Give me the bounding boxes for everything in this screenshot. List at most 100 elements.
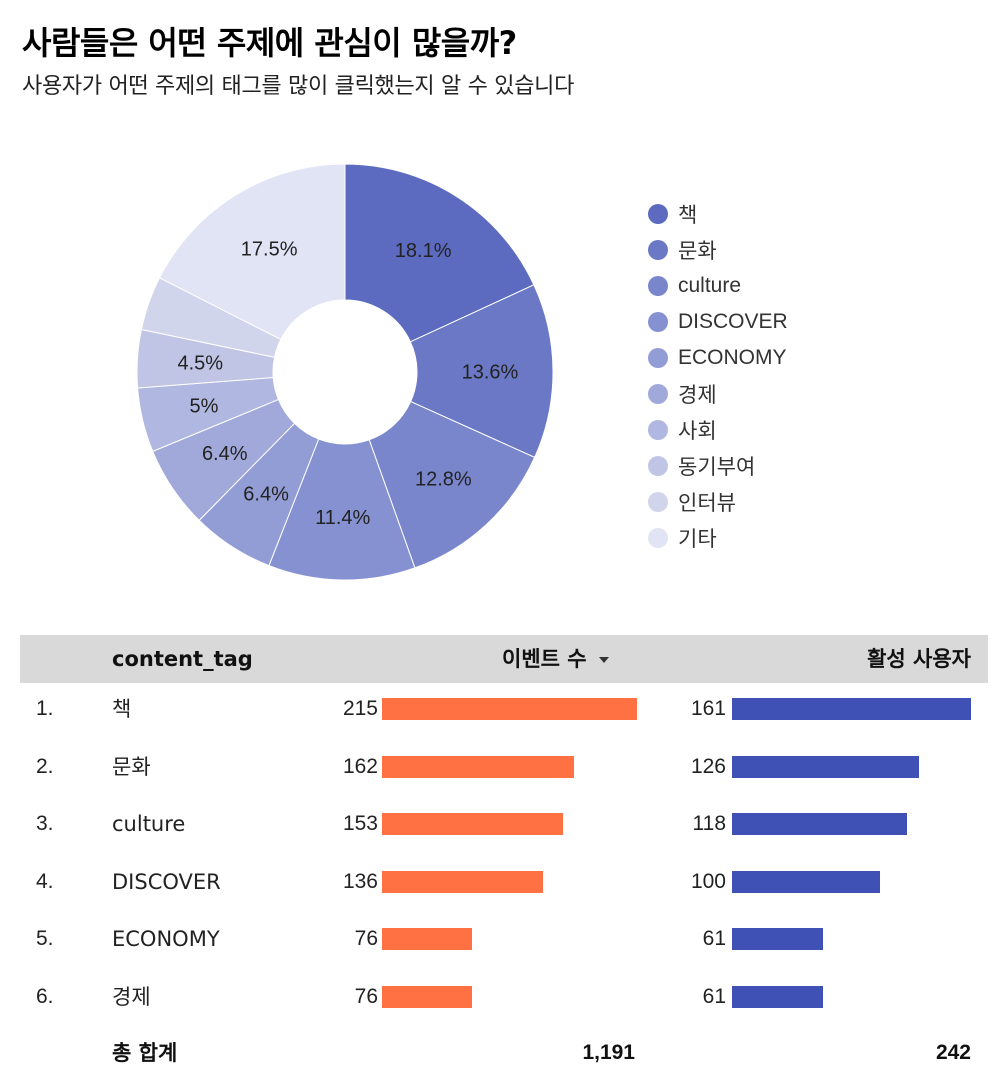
chart-title: 사람들은 어떤 주제에 관심이 많을까?	[22, 24, 517, 62]
events-bar	[382, 813, 564, 835]
total-row: 총 합계 1,191 242	[20, 1028, 988, 1078]
legend-item[interactable]: DISCOVER	[648, 304, 788, 340]
row-rank: 4.	[36, 869, 54, 893]
events-bar	[382, 985, 473, 1008]
pie-slice-label: 4.5%	[178, 353, 224, 375]
row-events-value: 162	[342, 754, 378, 778]
pie-slice-label: 12.8%	[415, 469, 472, 491]
row-tag: culture	[112, 812, 186, 836]
legend-item[interactable]: 사회	[648, 412, 788, 448]
donut-chart: 18.1% 13.6% 12.8% 11.4% 6.4% 6.4% 5% 4.5% 17.5%	[136, 163, 554, 581]
row-tag: 문화	[112, 754, 151, 779]
row-events-value: 76	[354, 927, 378, 950]
legend-swatch	[648, 420, 668, 440]
chart-subtitle: 사용자가 어떤 주제의 태그를 많이 클릭했는지 알 수 있습니다	[22, 74, 575, 99]
header-events[interactable]: 이벤트 수	[502, 635, 609, 683]
legend-swatch	[648, 348, 668, 368]
legend-item[interactable]: 인터뷰	[648, 484, 788, 520]
legend-label: culture	[678, 274, 742, 297]
pie-slice-label: 11.4%	[315, 507, 370, 529]
legend-label: 책	[678, 204, 698, 227]
pie-slice-label: 6.4%	[243, 484, 289, 506]
header-content-tag[interactable]: content_tag	[112, 647, 253, 671]
total-events: 1,191	[582, 1041, 635, 1064]
users-bar	[732, 698, 971, 720]
table-row[interactable]: 2. 문화 162 126	[20, 741, 988, 799]
row-users-value: 118	[692, 812, 726, 835]
legend-label: 인터뷰	[678, 492, 736, 515]
row-rank: 6.	[36, 984, 54, 1008]
legend-item[interactable]: 문화	[648, 232, 788, 268]
row-users-value: 61	[702, 984, 726, 1008]
row-rank: 5.	[36, 927, 54, 950]
legend-label: 동기부여	[678, 456, 756, 479]
legend-label: ECONOMY	[678, 346, 787, 369]
legend-label: 기타	[678, 528, 717, 551]
legend-item[interactable]: culture	[648, 268, 788, 304]
users-bar	[732, 755, 920, 778]
row-tag: ECONOMY	[112, 927, 220, 951]
legend-label: 경제	[678, 384, 717, 407]
users-bar	[732, 985, 823, 1008]
tag-table: content_tag 이벤트 수 활성 사용자 1. 책 215 161 2. 문화 16…	[20, 635, 988, 1078]
legend-item[interactable]: 경제	[648, 376, 788, 412]
legend-label: 문화	[678, 240, 717, 263]
row-tag: 책	[112, 697, 132, 721]
table-row[interactable]: 5. ECONOMY 76 61	[20, 913, 988, 971]
legend-item[interactable]: 책	[648, 196, 788, 232]
sort-desc-icon[interactable]	[598, 657, 609, 663]
legend-swatch	[648, 240, 668, 260]
legend-swatch	[648, 492, 668, 512]
legend-swatch	[648, 528, 668, 548]
events-bar	[382, 870, 544, 893]
pie-slice-label: 13.6%	[462, 361, 519, 383]
total-label: 총 합계	[112, 1041, 178, 1065]
table-row[interactable]: 4. DISCOVER 136 100	[20, 856, 988, 914]
row-tag: DISCOVER	[112, 869, 221, 894]
row-users-value: 100	[690, 869, 726, 893]
legend-swatch	[648, 384, 668, 404]
legend-item[interactable]: 기타	[648, 520, 788, 556]
legend-label: DISCOVER	[678, 310, 788, 333]
pie-slice-DISCOVER[interactable]	[268, 438, 416, 581]
total-users: 242	[935, 1041, 971, 1064]
table-header: content_tag 이벤트 수 활성 사용자	[20, 635, 988, 683]
users-bar	[732, 870, 881, 893]
pie-slice-기타[interactable]	[158, 163, 346, 341]
legend-swatch	[648, 456, 668, 476]
pie-slice-culture[interactable]	[368, 400, 536, 569]
users-bar	[732, 813, 908, 835]
row-rank: 3.	[36, 812, 54, 835]
table-row[interactable]: 6. 경제 76 61	[20, 971, 988, 1029]
row-events-value: 153	[342, 812, 378, 835]
pie-slice-label: 5%	[190, 396, 219, 418]
table-body: 1. 책 215 161 2. 문화 162 126 3. culture 153 118 4. DISC…	[20, 683, 988, 1028]
pie-slice-책[interactable]	[344, 163, 535, 343]
table-row[interactable]: 3. culture 153 118	[20, 798, 988, 856]
legend-swatch	[648, 276, 668, 296]
legend-item[interactable]: 동기부여	[648, 448, 788, 484]
header-active-users[interactable]: 활성 사용자	[867, 647, 971, 671]
row-rank: 2.	[36, 754, 54, 778]
row-tag: 경제	[112, 984, 151, 1009]
row-users-value: 161	[690, 697, 726, 720]
row-users-value: 126	[690, 754, 726, 778]
row-events-value: 136	[342, 869, 378, 893]
row-rank: 1.	[36, 697, 54, 720]
events-bar	[382, 755, 575, 778]
legend-swatch	[648, 312, 668, 332]
table-row[interactable]: 1. 책 215 161	[20, 683, 988, 741]
legend-label: 사회	[678, 420, 717, 443]
pie-slice-label: 17.5%	[241, 238, 298, 260]
legend-swatch	[648, 204, 668, 224]
pie-slice-label: 18.1%	[395, 240, 452, 262]
pie-slice-문화[interactable]	[409, 284, 554, 459]
row-events-value: 76	[354, 984, 378, 1008]
events-bar	[382, 928, 473, 950]
legend-item[interactable]: ECONOMY	[648, 340, 788, 376]
events-bar	[382, 698, 637, 720]
header-events-label: 이벤트 수	[502, 647, 587, 671]
row-events-value: 215	[342, 697, 378, 720]
row-users-value: 61	[702, 927, 726, 950]
